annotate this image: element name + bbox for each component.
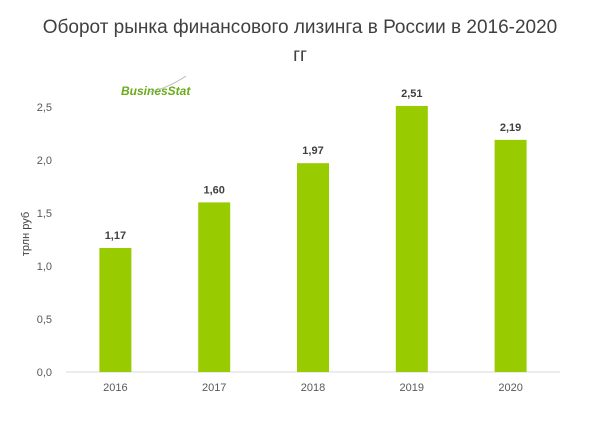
data-label: 2,19 — [500, 122, 521, 134]
y-tick-label: 1,5 — [37, 208, 52, 220]
data-label: 2,51 — [401, 88, 422, 100]
x-tick-label: 2017 — [202, 382, 226, 394]
x-tick-label: 2020 — [498, 382, 522, 394]
data-label: 1,60 — [203, 184, 224, 196]
bar — [297, 163, 329, 372]
y-tick-label: 2,0 — [37, 155, 52, 167]
y-tick-label: 0,5 — [37, 314, 52, 326]
data-label: 1,97 — [302, 145, 323, 157]
bar — [198, 202, 231, 372]
bar — [395, 105, 428, 372]
bar — [99, 247, 132, 372]
y-tick-label: 1,0 — [37, 261, 52, 273]
logo-swoosh-icon — [149, 75, 187, 93]
x-tick-label: 2019 — [400, 382, 424, 394]
x-tick-label: 2016 — [103, 382, 127, 394]
y-tick-label: 2,5 — [37, 102, 52, 114]
y-tick-label: 0,0 — [37, 367, 52, 379]
chart-title: Оборот рынка финансового лизинга в Росси… — [42, 17, 558, 66]
data-label: 1,17 — [105, 230, 126, 242]
x-tick-label: 2018 — [301, 382, 325, 394]
bar — [494, 139, 527, 372]
